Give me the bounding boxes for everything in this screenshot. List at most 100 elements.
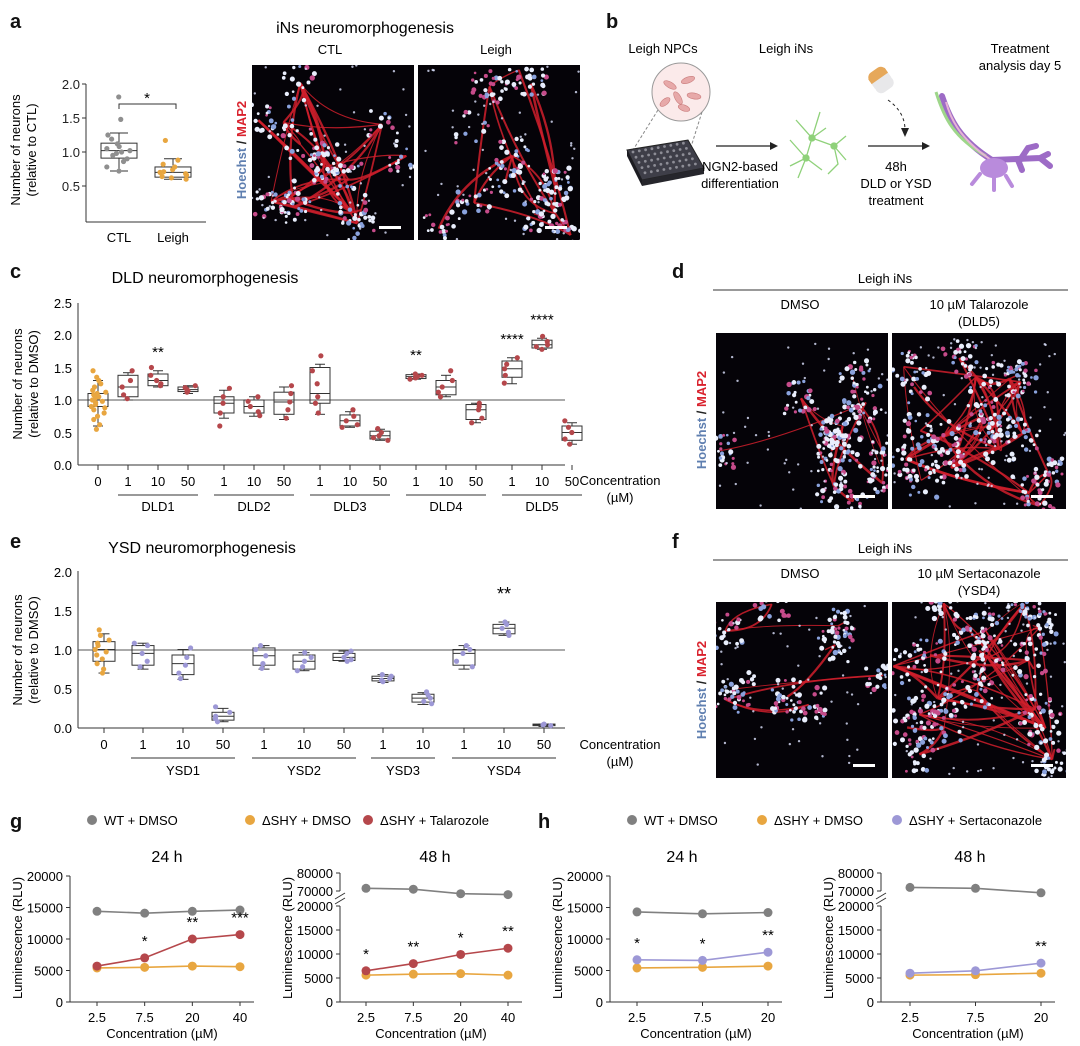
y-tick-label: 2.0 bbox=[62, 77, 80, 92]
data-point bbox=[109, 136, 115, 142]
nucleus bbox=[515, 78, 519, 82]
nucleus bbox=[1035, 482, 1040, 487]
y-tick-label: 0.5 bbox=[54, 682, 72, 697]
nucleus bbox=[455, 200, 460, 205]
nucleus bbox=[732, 431, 736, 435]
nucleus bbox=[1020, 629, 1023, 632]
nucleus bbox=[1046, 767, 1051, 772]
nucleus bbox=[1043, 405, 1046, 409]
nucleus bbox=[395, 164, 401, 170]
data-point bbox=[162, 137, 168, 144]
nucleus bbox=[1009, 425, 1013, 429]
nucleus bbox=[289, 148, 295, 154]
nucleus bbox=[952, 632, 957, 637]
nucleus bbox=[766, 448, 770, 451]
nucleus bbox=[723, 693, 727, 697]
nucleus bbox=[476, 192, 482, 198]
nucleus bbox=[728, 681, 734, 687]
nucleus bbox=[1001, 663, 1005, 667]
nucleus bbox=[785, 703, 789, 707]
panel-e-ylabel-2: (relative to DMSO) bbox=[26, 596, 41, 704]
y-tick-label: 80000 bbox=[297, 866, 333, 881]
nucleus bbox=[270, 205, 276, 210]
nucleus bbox=[921, 693, 927, 699]
nucleus bbox=[915, 370, 919, 373]
nucleus bbox=[721, 679, 726, 684]
nucleus bbox=[761, 604, 767, 610]
nucleus bbox=[907, 738, 912, 742]
nucleus bbox=[1054, 760, 1058, 764]
compound-label: DLD4 bbox=[429, 499, 462, 514]
nucleus bbox=[866, 418, 872, 424]
nucleus bbox=[971, 340, 975, 344]
nucleus bbox=[932, 468, 936, 473]
nucleus bbox=[1044, 701, 1048, 705]
nucleus bbox=[1018, 609, 1022, 613]
x-tick-label: 1 bbox=[260, 737, 267, 752]
nucleus bbox=[921, 384, 927, 390]
nucleus bbox=[924, 638, 929, 643]
nucleus bbox=[986, 640, 990, 644]
nucleus bbox=[826, 629, 831, 634]
nucleus bbox=[1019, 417, 1024, 422]
nucleus bbox=[933, 713, 936, 716]
nucleus bbox=[977, 681, 983, 686]
nucleus bbox=[821, 455, 825, 458]
nucleus bbox=[912, 728, 918, 733]
data-point bbox=[90, 387, 96, 393]
data-point bbox=[116, 94, 122, 100]
nucleus bbox=[847, 416, 852, 421]
nucleus bbox=[733, 684, 739, 690]
data-point bbox=[562, 418, 568, 424]
nucleus bbox=[455, 189, 461, 195]
nucleus bbox=[848, 458, 852, 463]
nucleus bbox=[993, 397, 999, 402]
nucleus bbox=[565, 227, 571, 233]
nucleus bbox=[326, 146, 330, 150]
nucleus bbox=[1003, 372, 1007, 375]
nucleus bbox=[341, 169, 347, 174]
nucleus bbox=[807, 705, 812, 710]
nucleus bbox=[363, 144, 366, 148]
nucleus bbox=[847, 488, 853, 494]
data-point bbox=[460, 650, 466, 657]
treated-neuron-icon bbox=[934, 91, 1053, 192]
nucleus bbox=[819, 451, 823, 455]
nucleus bbox=[1047, 617, 1052, 622]
nucleus bbox=[351, 65, 354, 68]
nucleus bbox=[929, 429, 933, 433]
nucleus bbox=[943, 651, 948, 656]
plate-well bbox=[688, 152, 691, 156]
x-tick-label: 50 bbox=[337, 737, 351, 752]
nucleus bbox=[823, 369, 826, 372]
nucleus bbox=[917, 708, 924, 714]
nucleus bbox=[906, 457, 912, 462]
nucleus bbox=[736, 617, 741, 622]
nucleus bbox=[1022, 422, 1027, 427]
data-point bbox=[504, 621, 510, 627]
nucleus bbox=[454, 135, 458, 140]
nucleus bbox=[424, 214, 428, 218]
panel-d-right-label: 10 µM Talarozole bbox=[929, 297, 1028, 312]
nucleus bbox=[904, 380, 908, 384]
nucleus bbox=[1014, 367, 1019, 372]
legend-label: WT + DMSO bbox=[104, 813, 178, 828]
nucleus bbox=[1042, 473, 1047, 478]
nucleus bbox=[907, 716, 911, 720]
nucleus bbox=[968, 367, 972, 372]
nucleus bbox=[507, 67, 512, 72]
nucleus bbox=[289, 76, 295, 82]
neurite bbox=[978, 650, 989, 659]
nucleus bbox=[984, 602, 987, 605]
panel-e-chart: Number of neurons (relative to DMSO) 0.0… bbox=[10, 565, 660, 778]
nucleus bbox=[948, 505, 951, 508]
nucleus bbox=[785, 696, 789, 700]
nucleus bbox=[958, 350, 962, 354]
nucleus bbox=[786, 391, 791, 396]
nucleus bbox=[756, 763, 759, 766]
nucleus bbox=[724, 689, 728, 692]
data-point bbox=[247, 403, 253, 410]
nucleus bbox=[286, 193, 291, 197]
data-point bbox=[214, 719, 221, 725]
neurite bbox=[985, 630, 1047, 729]
